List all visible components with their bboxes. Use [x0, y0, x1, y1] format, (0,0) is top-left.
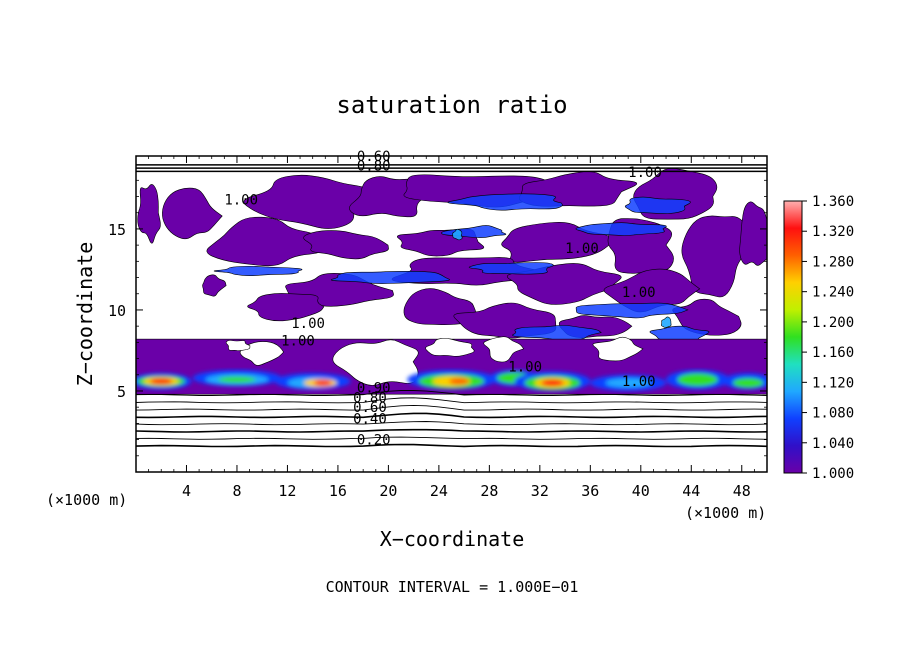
saturation-field — [136, 168, 767, 395]
y-axis-ticks: 5 10 15 — [108, 179, 767, 457]
contour-label: 1.00 — [622, 285, 656, 301]
contour-label: 0.60 — [357, 149, 391, 165]
isoline — [136, 412, 767, 419]
cloud-patch-upper — [206, 216, 325, 267]
cloud-patch-upper — [303, 230, 389, 260]
x-tick-label: 20 — [379, 482, 397, 500]
chart-title: saturation ratio — [336, 91, 567, 119]
cloud-patch-upper — [243, 174, 374, 229]
colorbar-tick-label: 1.240 — [812, 285, 854, 301]
core-ellipse — [218, 376, 256, 383]
contour-label: 1.00 — [622, 374, 656, 390]
core-ellipse — [677, 373, 718, 387]
cloud-patch-upper — [681, 215, 749, 298]
cloud-patch-upper — [202, 274, 227, 297]
contour-labels: 0.600.80 1.001.001.001.001.001.001.001.00… — [224, 149, 662, 449]
core-ellipse — [149, 378, 173, 385]
contour-label: 0.60 — [353, 400, 387, 416]
core-ellipse — [448, 378, 470, 385]
y-axis-title: Z−coordinate — [73, 242, 97, 387]
contour-label: 0.80 — [357, 159, 391, 175]
contour-interval-note: CONTOUR INTERVAL = 1.000E−01 — [326, 578, 579, 596]
cloud-core-blue — [575, 222, 667, 236]
contour-label: 0.20 — [357, 432, 391, 448]
core-ellipse — [313, 379, 332, 386]
colorbar-tick-label: 1.200 — [812, 315, 854, 331]
x-axis-ticks: 4 8 12 16 20 24 28 32 36 40 44 48 — [148, 156, 755, 500]
isoline — [136, 443, 767, 448]
colorbar-tick-label: 1.320 — [812, 224, 854, 240]
y-tick-label: 10 — [108, 302, 126, 320]
colorbar-tick-label: 1.000 — [812, 466, 854, 482]
y-tick-label: 15 — [108, 221, 126, 239]
isoline — [136, 404, 767, 411]
core-ellipse — [541, 379, 564, 387]
cloud-patch-upper — [247, 293, 325, 322]
clear-gap — [425, 337, 475, 357]
colorbar-tick-label: 1.120 — [812, 375, 854, 391]
cloud-core-blue — [575, 302, 689, 319]
contour-label: 0.80 — [353, 390, 387, 406]
x-tick-label: 8 — [232, 482, 241, 500]
x-tick-label: 36 — [581, 482, 599, 500]
cloud-core-blue — [624, 196, 691, 214]
colorbar-tick-label: 1.160 — [812, 345, 854, 361]
supersaturated-cores — [136, 369, 767, 391]
colorbar-tick-label: 1.280 — [812, 254, 854, 270]
x-unit-right: (×1000 m) — [685, 504, 766, 522]
x-tick-label: 4 — [182, 482, 191, 500]
cloud-patch-upper — [137, 184, 161, 244]
x-tick-label: 12 — [278, 482, 296, 500]
contour-label: 1.00 — [224, 193, 258, 209]
clear-gap — [332, 339, 419, 386]
x-tick-label: 16 — [329, 482, 347, 500]
clear-gap — [483, 336, 525, 363]
core-ellipse — [605, 378, 651, 388]
clear-gap — [225, 340, 251, 351]
core-ellipse — [732, 378, 764, 388]
colorbar-ticks: 1.360 1.320 1.280 1.240 1.200 1.160 1.120 1.080… — [802, 194, 854, 482]
contour-label: 1.00 — [508, 360, 542, 376]
isoline — [136, 390, 767, 396]
cloud-patch-upper — [162, 187, 223, 240]
x-tick-label: 24 — [430, 482, 448, 500]
colorbar-tick-label: 1.040 — [812, 436, 854, 452]
isoline — [136, 421, 767, 426]
x-tick-label: 40 — [632, 482, 650, 500]
x-unit-left: (×1000 m) — [46, 491, 127, 509]
cloud-core-cyan — [452, 228, 463, 241]
x-tick-label: 44 — [682, 482, 700, 500]
isoline — [136, 397, 767, 404]
contour-label: 1.00 — [291, 316, 325, 332]
cloud-core-blue — [468, 262, 554, 275]
x-tick-label: 48 — [733, 482, 751, 500]
x-tick-label: 32 — [531, 482, 549, 500]
contour-label: 0.40 — [353, 411, 387, 427]
clear-gap — [592, 336, 644, 362]
colorbar-tick-label: 1.080 — [812, 406, 854, 422]
cloud-core-cyan — [661, 316, 672, 328]
cloud-core-blue — [330, 270, 450, 284]
isoline — [136, 436, 767, 440]
contour-label: 1.00 — [628, 165, 662, 181]
contour-label: 0.90 — [357, 381, 391, 397]
colorbar — [784, 201, 802, 473]
cloud-core-blue — [213, 265, 303, 276]
colorbar-tick-label: 1.360 — [812, 194, 854, 210]
x-axis-title: X−coordinate — [380, 527, 525, 551]
contour-label: 1.00 — [565, 241, 599, 257]
colorbar-frame — [783, 200, 803, 474]
contour-lines — [136, 164, 767, 448]
y-tick-label: 5 — [117, 383, 126, 401]
isoline — [136, 428, 767, 433]
contour-label: 1.00 — [281, 334, 315, 350]
cloud-core-blue — [447, 193, 563, 211]
x-tick-label: 28 — [480, 482, 498, 500]
cloud-patch-upper — [739, 201, 767, 266]
